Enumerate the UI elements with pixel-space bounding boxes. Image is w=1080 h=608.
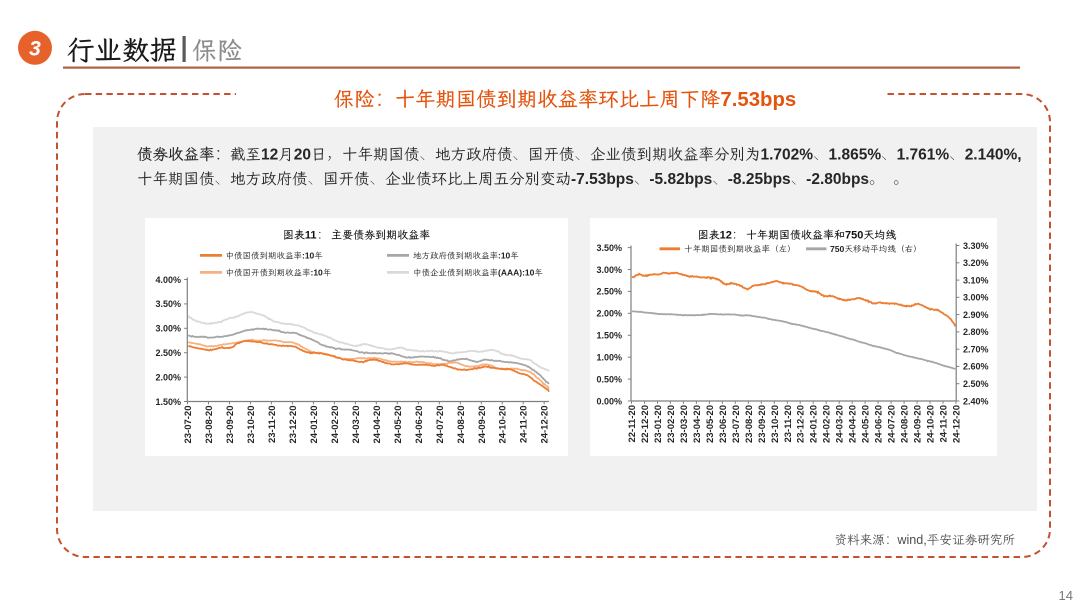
- svg-text:24-04-20: 24-04-20: [372, 406, 383, 444]
- svg-text:23-10-20: 23-10-20: [246, 406, 257, 444]
- svg-text:(AAA):10: (AAA):10: [498, 268, 535, 278]
- svg-text:24-09-20: 24-09-20: [913, 405, 924, 443]
- svg-text:23-03-20: 23-03-20: [679, 405, 690, 443]
- svg-text:24-03-20: 24-03-20: [351, 406, 362, 444]
- svg-text:2.50%: 2.50%: [596, 287, 622, 297]
- svg-text:24-08-20: 24-08-20: [900, 405, 911, 443]
- svg-text:23-01-20: 23-01-20: [653, 405, 664, 443]
- svg-text:23-09-20: 23-09-20: [225, 406, 236, 444]
- svg-text:24-11-20: 24-11-20: [519, 406, 530, 444]
- svg-text:24-01-20: 24-01-20: [809, 405, 820, 443]
- svg-text:0.50%: 0.50%: [596, 374, 622, 384]
- svg-text:23-12-20: 23-12-20: [288, 406, 299, 444]
- svg-text:23-07-20: 23-07-20: [731, 405, 742, 443]
- svg-text:24-12-20: 24-12-20: [540, 406, 551, 444]
- svg-text:750: 750: [830, 244, 845, 254]
- svg-text:2.140%,: 2.140%,: [965, 147, 1022, 164]
- svg-text:23-08-20: 23-08-20: [744, 405, 755, 443]
- svg-text:2.70%: 2.70%: [963, 345, 989, 355]
- svg-text:1.761%: 1.761%: [897, 147, 950, 164]
- svg-text:23-08-20: 23-08-20: [204, 406, 215, 444]
- svg-text:24-01-20: 24-01-20: [309, 406, 320, 444]
- svg-text:2.40%: 2.40%: [963, 396, 989, 406]
- svg-text:24-06-20: 24-06-20: [874, 405, 885, 443]
- svg-text:23-06-20: 23-06-20: [718, 405, 729, 443]
- svg-text:wind,: wind,: [896, 533, 926, 547]
- svg-text:23-10-20: 23-10-20: [770, 405, 781, 443]
- svg-text:1.00%: 1.00%: [596, 353, 622, 363]
- svg-text:1.865%: 1.865%: [829, 147, 882, 164]
- svg-text:22-12-20: 22-12-20: [640, 405, 651, 443]
- svg-text:2.80%: 2.80%: [963, 327, 989, 337]
- svg-text:2.90%: 2.90%: [963, 310, 989, 320]
- svg-text:7.53bps: 7.53bps: [720, 89, 796, 111]
- svg-text:-2.80bps: -2.80bps: [806, 171, 869, 188]
- svg-text:11: 11: [305, 230, 317, 242]
- svg-text:24-03-20: 24-03-20: [835, 405, 846, 443]
- svg-text:750: 750: [845, 230, 863, 242]
- svg-text:23-04-20: 23-04-20: [692, 405, 703, 443]
- svg-text:3.00%: 3.00%: [963, 293, 989, 303]
- svg-text:2.00%: 2.00%: [596, 309, 622, 319]
- svg-text:2.50%: 2.50%: [963, 379, 989, 389]
- svg-text:-5.82bps: -5.82bps: [649, 171, 712, 188]
- svg-text:24-10-20: 24-10-20: [926, 405, 937, 443]
- svg-text:23-12-20: 23-12-20: [796, 405, 807, 443]
- svg-text:24-06-20: 24-06-20: [414, 406, 425, 444]
- svg-text:24-07-20: 24-07-20: [435, 406, 446, 444]
- svg-text:1.50%: 1.50%: [596, 331, 622, 341]
- svg-text:24-02-20: 24-02-20: [822, 405, 833, 443]
- svg-text:3.10%: 3.10%: [963, 275, 989, 285]
- svg-text:2.50%: 2.50%: [155, 348, 181, 358]
- svg-text:23-09-20: 23-09-20: [757, 405, 768, 443]
- svg-text:3.50%: 3.50%: [155, 299, 181, 309]
- svg-text:4.00%: 4.00%: [155, 275, 181, 285]
- svg-text:20: 20: [294, 147, 311, 164]
- svg-text:1.702%: 1.702%: [760, 147, 813, 164]
- svg-text:3.20%: 3.20%: [963, 258, 989, 268]
- svg-text:24-11-20: 24-11-20: [939, 405, 950, 443]
- svg-text:24-09-20: 24-09-20: [477, 406, 488, 444]
- svg-text:24-04-20: 24-04-20: [848, 405, 859, 443]
- svg-text:-7.53bps: -7.53bps: [571, 171, 634, 188]
- svg-text:1.50%: 1.50%: [155, 397, 181, 407]
- svg-text:0.00%: 0.00%: [596, 396, 622, 406]
- svg-text:3.00%: 3.00%: [155, 324, 181, 334]
- svg-text:24-05-20: 24-05-20: [393, 406, 404, 444]
- svg-text:2.00%: 2.00%: [155, 372, 181, 382]
- svg-text::10: :10: [311, 268, 324, 278]
- svg-text:3: 3: [29, 38, 41, 61]
- svg-text:23-02-20: 23-02-20: [666, 405, 677, 443]
- svg-text:2.60%: 2.60%: [963, 362, 989, 372]
- svg-text:23-11-20: 23-11-20: [267, 406, 278, 444]
- svg-text:24-02-20: 24-02-20: [330, 406, 341, 444]
- svg-text:-8.25bps: -8.25bps: [728, 171, 791, 188]
- svg-text:24-12-20: 24-12-20: [952, 405, 963, 443]
- svg-text:23-07-20: 23-07-20: [183, 406, 194, 444]
- svg-text:24-07-20: 24-07-20: [887, 405, 898, 443]
- svg-text::10: :10: [302, 251, 315, 261]
- svg-text:23-05-20: 23-05-20: [705, 405, 716, 443]
- svg-text:3.00%: 3.00%: [596, 265, 622, 275]
- svg-text:12: 12: [261, 147, 278, 164]
- svg-text:3.30%: 3.30%: [963, 241, 989, 251]
- svg-text:24-10-20: 24-10-20: [498, 406, 509, 444]
- svg-text:24-08-20: 24-08-20: [456, 406, 467, 444]
- svg-text:3.50%: 3.50%: [596, 243, 622, 253]
- svg-text:23-11-20: 23-11-20: [783, 405, 794, 443]
- svg-text::10: :10: [498, 251, 511, 261]
- svg-text:12: 12: [720, 230, 732, 242]
- svg-text:14: 14: [1059, 588, 1073, 603]
- svg-text:22-11-20: 22-11-20: [627, 405, 638, 443]
- svg-text:24-05-20: 24-05-20: [861, 405, 872, 443]
